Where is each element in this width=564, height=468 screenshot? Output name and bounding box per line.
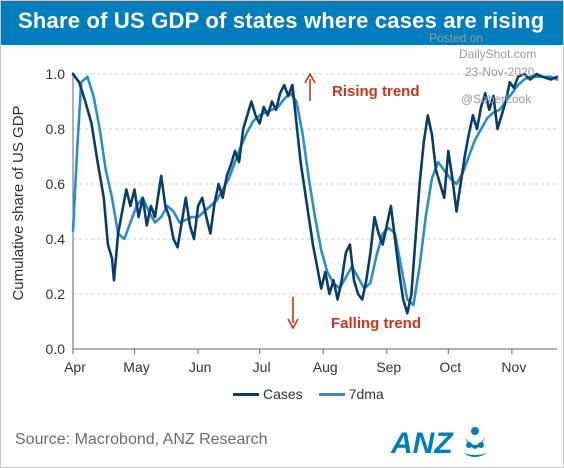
y-tick-label: 0.2 [46, 286, 66, 302]
legend: Cases 7dma [233, 385, 400, 403]
chart-title: Share of US GDP of states where cases ar… [18, 8, 545, 33]
series-line-7dma [71, 75, 559, 307]
series-lines [71, 72, 559, 315]
source-note: Source: Macrobond, ANZ Research [15, 431, 268, 448]
y-tick-label: 1.0 [46, 66, 66, 82]
x-tick-label: Jun [189, 359, 212, 375]
falling-trend-label: Falling trend [331, 315, 421, 332]
x-tick-label: Oct [439, 359, 461, 375]
watermark-handle: @SoberLook [461, 92, 532, 106]
y-tick-label: 0.6 [46, 176, 66, 192]
falling-annotation: Falling trend [287, 297, 421, 332]
x-tick-label: May [123, 359, 149, 375]
title-bar: Share of US GDP of states where cases ar… [1, 1, 563, 45]
watermark-date: 23-Nov-2020 [465, 65, 535, 79]
y-tick-label: 0.0 [46, 341, 66, 357]
legend-swatch-cases [233, 392, 259, 396]
legend-item-7dma: 7dma [318, 386, 384, 402]
x-tick-label: Jul [253, 359, 271, 375]
legend-label-7dma: 7dma [348, 386, 384, 402]
rising-trend-label: Rising trend [332, 83, 420, 100]
y-tick-label: 0.4 [46, 231, 66, 247]
y-tick-label: 0.8 [46, 121, 66, 137]
watermark-site: DailyShot.com [459, 47, 537, 61]
y-axis-label: Cumulative share of US GDP [10, 105, 27, 300]
x-tick-label: Nov [501, 359, 526, 375]
falling-arrowhead-icon [287, 318, 299, 330]
tick-labels: 0.0 0.2 0.4 0.6 0.8 1.0 Apr May Jun Jul Aug Sep Oct N… [46, 66, 527, 375]
legend-label-cases: Cases [263, 386, 303, 402]
anz-logo-text: ANZ [390, 427, 454, 460]
legend-swatch-7dma [318, 392, 345, 396]
anz-logo: ANZ [390, 427, 487, 460]
rising-annotation: Rising trend [304, 72, 420, 101]
anz-figures-icon [463, 427, 487, 457]
legend-item-cases: Cases [233, 386, 303, 402]
rising-arrowhead-icon [304, 72, 316, 84]
x-tick-label: Sep [376, 359, 401, 375]
watermark-posted-on: Posted on [429, 31, 484, 45]
series-line-cases [71, 72, 559, 315]
x-tick-label: Aug [313, 359, 338, 375]
x-tick-label: Apr [64, 359, 86, 375]
